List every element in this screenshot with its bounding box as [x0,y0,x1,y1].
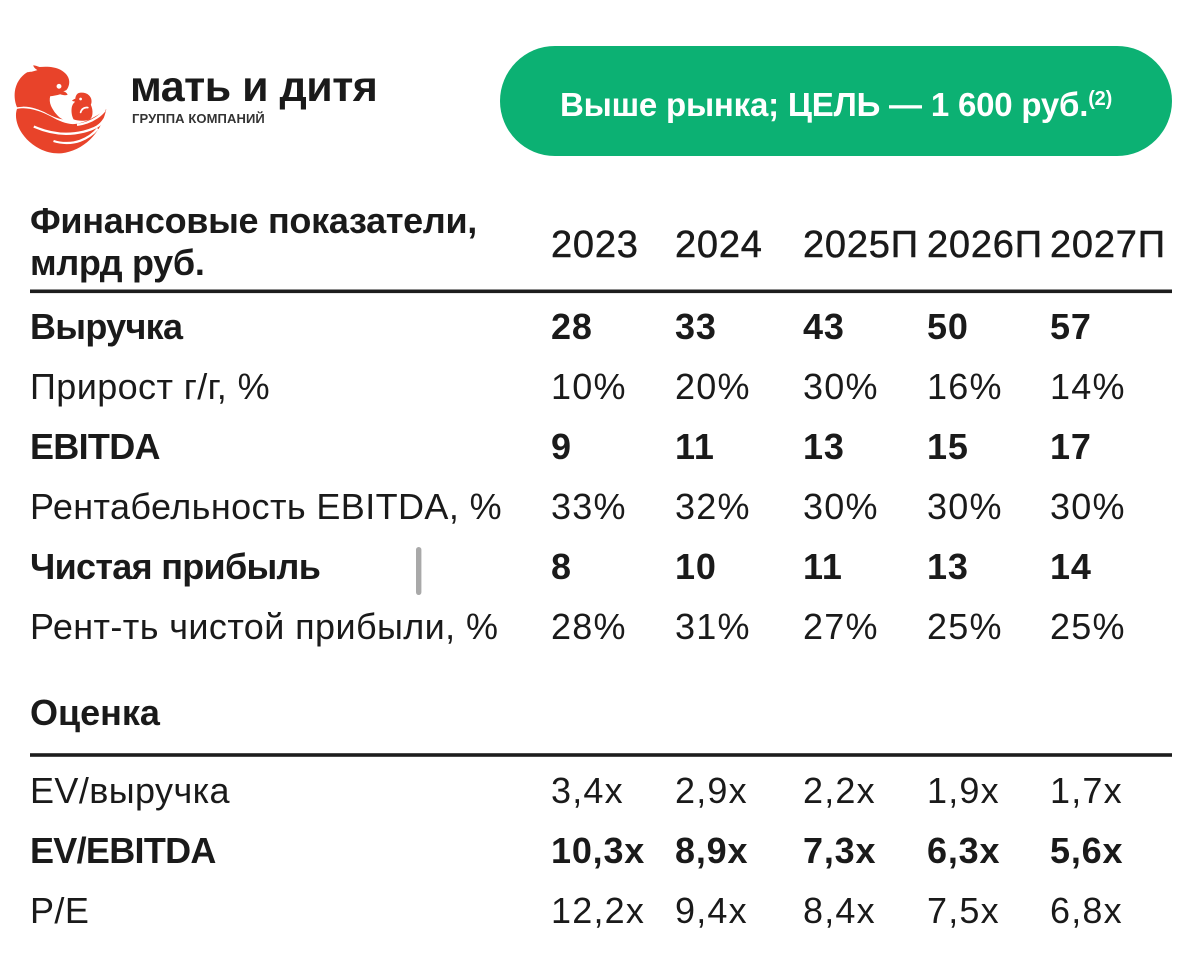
svg-text:13: 13 [927,546,969,587]
svg-text:5,6x: 5,6x [1050,830,1123,871]
svg-text:P/E: P/E [30,890,89,931]
svg-text:50: 50 [927,306,969,347]
svg-text:7,3x: 7,3x [803,830,876,871]
svg-text:30%: 30% [803,366,879,407]
svg-text:9,4x: 9,4x [675,890,748,931]
svg-text:30%: 30% [1050,486,1126,527]
svg-text:11: 11 [675,426,715,467]
svg-text:14%: 14% [1050,366,1126,407]
svg-text:Финансовые показатели,: Финансовые показатели, [30,200,477,241]
svg-text:8: 8 [551,546,572,587]
svg-text:10: 10 [675,546,717,587]
svg-text:43: 43 [803,306,845,347]
svg-text:3,4x: 3,4x [551,770,624,811]
svg-text:25%: 25% [927,606,1003,647]
svg-text:2026П: 2026П [927,224,1043,266]
svg-text:13: 13 [803,426,845,467]
svg-text:EBITDA: EBITDA [30,426,161,467]
svg-text:7,5x: 7,5x [927,890,1000,931]
svg-text:Рент-ть чистой прибыли, %: Рент-ть чистой прибыли, % [30,606,498,647]
svg-text:ГРУППА КОМПАНИЙ: ГРУППА КОМПАНИЙ [132,111,265,126]
svg-text:1,9x: 1,9x [927,770,1000,811]
svg-text:6,3x: 6,3x [927,830,1000,871]
svg-text:9: 9 [551,426,572,467]
svg-text:2024: 2024 [675,224,763,266]
svg-text:8,4x: 8,4x [803,890,876,931]
svg-text:6,8x: 6,8x [1050,890,1123,931]
svg-text:20%: 20% [675,366,751,407]
svg-text:11: 11 [803,546,843,587]
svg-text:Оценка: Оценка [30,692,161,733]
svg-text:2025П: 2025П [803,224,919,266]
svg-text:1,7x: 1,7x [1050,770,1123,811]
svg-text:33: 33 [675,306,717,347]
svg-text:8,9x: 8,9x [675,830,748,871]
svg-text:33%: 33% [551,486,627,527]
svg-text:EV/EBITDA: EV/EBITDA [30,830,216,871]
svg-text:16%: 16% [927,366,1003,407]
svg-text:млрд руб.: млрд руб. [30,242,205,283]
svg-text:2,2x: 2,2x [803,770,876,811]
svg-text:14: 14 [1050,546,1092,587]
svg-text:10%: 10% [551,366,627,407]
svg-text:30%: 30% [803,486,879,527]
svg-text:12,2x: 12,2x [551,890,645,931]
svg-text:15: 15 [927,426,969,467]
svg-text:Чистая прибыль: Чистая прибыль [30,546,320,587]
svg-text:17: 17 [1050,426,1092,467]
svg-text:25%: 25% [1050,606,1126,647]
svg-text:Выручка: Выручка [30,306,184,347]
svg-text:EV/выручка: EV/выручка [30,770,231,811]
svg-text:мать и дитя: мать и дитя [130,63,377,111]
svg-text:31%: 31% [675,606,751,647]
svg-text:Рентабельность EBITDA, %: Рентабельность EBITDA, % [30,486,502,527]
svg-text:32%: 32% [675,486,751,527]
svg-text:2,9x: 2,9x [675,770,748,811]
svg-text:27%: 27% [803,606,879,647]
svg-text:2027П: 2027П [1050,224,1166,266]
svg-text:28: 28 [551,306,593,347]
svg-text:Прирост г/г, %: Прирост г/г, % [30,366,270,407]
svg-text:57: 57 [1050,306,1092,347]
svg-text:2023: 2023 [551,224,639,266]
svg-text:10,3x: 10,3x [551,830,645,871]
svg-text:Выше рынка; ЦЕЛЬ — 1 600 руб.(: Выше рынка; ЦЕЛЬ — 1 600 руб.(2) [560,86,1112,123]
svg-text:30%: 30% [927,486,1003,527]
svg-text:28%: 28% [551,606,627,647]
